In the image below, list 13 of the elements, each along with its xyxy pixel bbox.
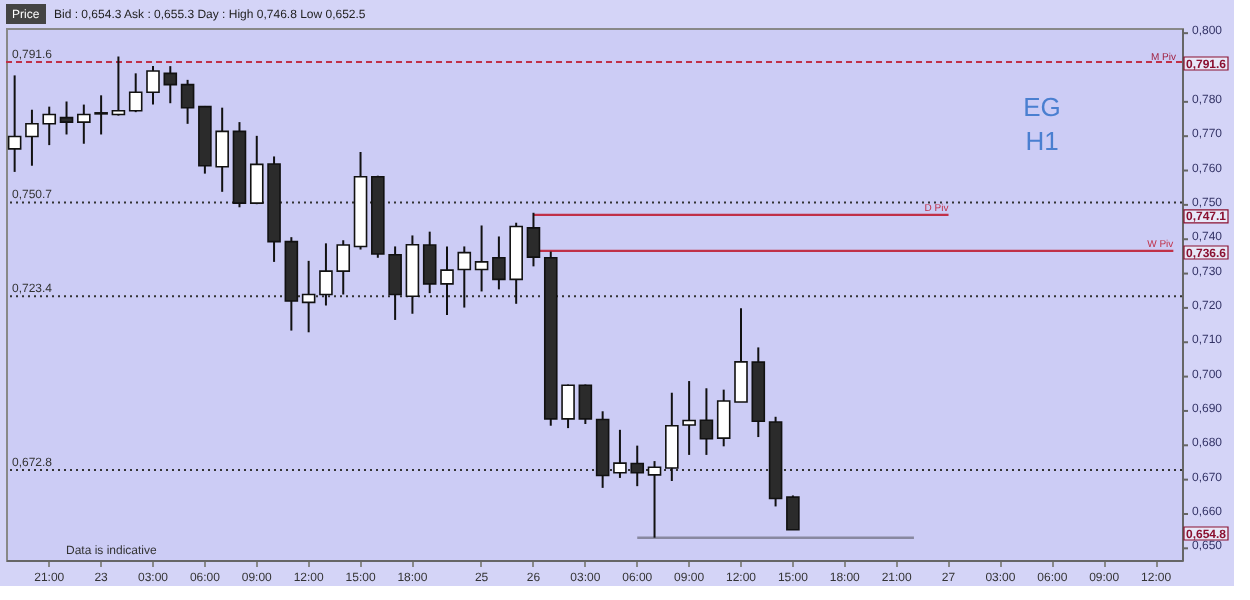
candlestick [699, 387, 714, 456]
candlestick [474, 224, 489, 293]
candlestick [111, 55, 126, 117]
candlestick [301, 259, 316, 334]
candlestick [647, 460, 662, 539]
candlestick [786, 494, 800, 531]
candlestick [180, 78, 195, 125]
candlestick [59, 100, 74, 136]
annotation: H1 [1025, 126, 1059, 156]
candlestick [7, 74, 22, 173]
candlestick [578, 383, 593, 425]
annotation: EG [1023, 92, 1061, 122]
candlestick [526, 211, 541, 268]
